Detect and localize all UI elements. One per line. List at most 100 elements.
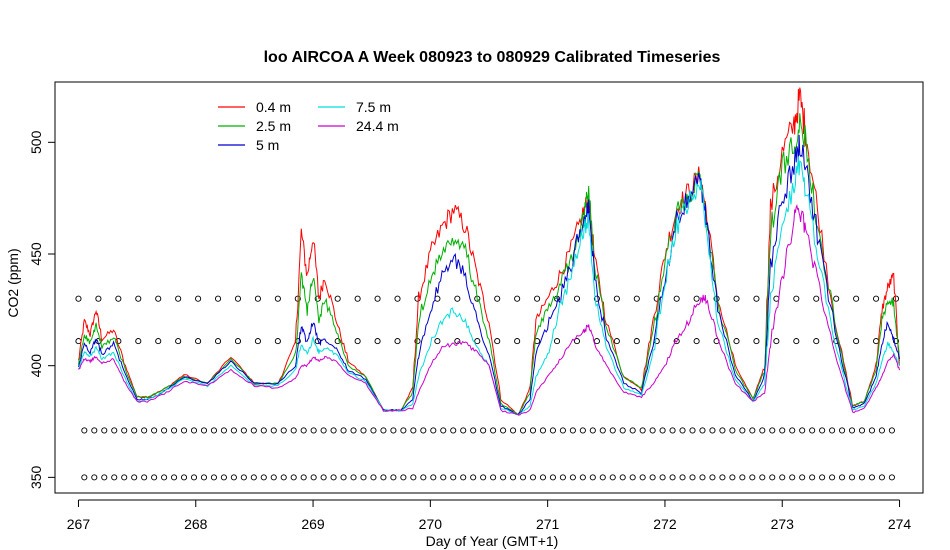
status-marker [434,338,441,345]
status-marker [360,474,367,481]
plot-frame [54,81,924,494]
status-marker [729,474,736,481]
x-axis: 267 268 269 270 271 272 273 274 [67,499,912,532]
status-marker [175,295,182,302]
status-marker [573,295,581,302]
status-marker [450,474,457,481]
status-marker [689,474,696,481]
status-marker [230,427,237,434]
status-marker [589,427,596,434]
status-marker [549,474,556,481]
status-marker [693,295,700,302]
status-marker [175,338,182,345]
status-marker [161,474,168,481]
status-marker [789,427,796,434]
status-marker [799,474,806,481]
status-marker [619,474,626,481]
status-marker [490,427,497,434]
status-marker [430,427,437,434]
status-marker [589,474,596,481]
status-marker [155,338,162,345]
status-marker [390,474,397,481]
status-marker [633,338,640,345]
status-marker [514,295,521,302]
status-marker [280,474,287,481]
status-marker [390,427,397,434]
status-marker [81,474,88,481]
legend-label: 24.4 m [356,118,399,134]
status-marker [609,427,616,434]
status-marker [141,427,148,434]
status-marker [290,474,297,481]
status-marker [480,474,487,481]
status-marker [151,427,158,434]
status-marker [450,427,457,434]
chart-title: loo AIRCOA A Week 080923 to 080929 Calib… [264,49,721,66]
status-marker [819,474,826,481]
status-marker [653,295,660,302]
status-marker [300,474,307,481]
x-tick-label: 270 [419,516,443,532]
status-marker [254,295,261,302]
status-marker [779,427,786,434]
status-marker [274,338,281,345]
status-marker [360,427,367,434]
status-marker [669,427,676,434]
status-marker [509,427,517,434]
status-marker [494,338,501,345]
x-axis-label: Day of Year (GMT+1) [426,533,559,549]
status-marker [819,427,826,434]
status-marker [569,474,576,481]
status-marker [400,474,407,481]
status-marker [460,474,467,481]
status-marker [334,338,341,345]
status-marker [320,474,327,481]
status-marker [101,474,108,481]
status-marker [370,474,377,481]
status-marker [420,474,427,481]
status-marker [709,474,716,481]
status-marker [460,427,467,434]
status-marker [679,474,686,481]
x-tick-label: 271 [536,516,560,532]
y-tick-label: 400 [28,354,44,378]
status-marker [593,295,600,302]
status-markers [75,295,900,481]
status-marker [75,295,82,302]
series-line-2-5-m [78,113,900,416]
status-marker [579,427,586,434]
status-marker [833,295,840,302]
status-marker [593,338,600,345]
status-marker [180,427,188,434]
status-marker [290,427,297,434]
status-marker [300,427,307,434]
status-marker [749,474,756,481]
x-tick-label: 274 [888,516,912,532]
status-marker [888,474,895,481]
status-marker [280,427,287,434]
status-marker [260,427,267,434]
status-marker [659,427,666,434]
status-marker [210,474,217,481]
status-marker [873,295,880,302]
status-marker [410,474,417,481]
status-marker [195,295,202,302]
status-marker [440,427,447,434]
legend-label: 0.4 m [256,99,291,115]
status-marker [759,427,766,434]
status-marker [340,474,347,481]
status-marker [480,427,487,434]
status-marker [81,427,88,434]
status-marker [111,427,118,434]
status-marker [394,295,401,302]
y-tick-label: 350 [28,465,44,489]
status-marker [789,474,796,481]
status-marker [813,338,820,345]
status-marker [629,427,636,434]
status-marker [549,427,556,434]
status-marker [490,474,497,481]
status-marker [374,338,381,345]
status-marker [733,295,740,302]
status-marker [91,427,98,434]
status-marker [839,474,846,481]
